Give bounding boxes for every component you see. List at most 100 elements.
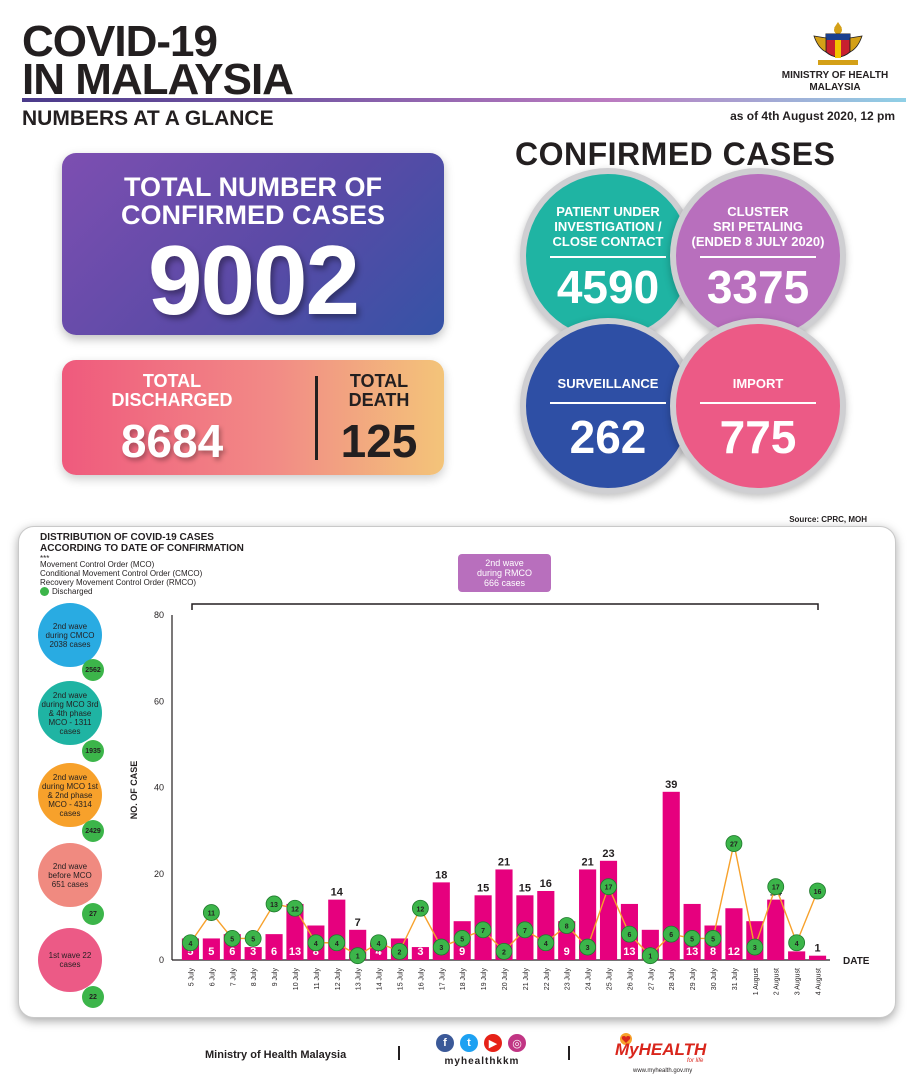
- discharged-point: [223, 930, 241, 947]
- wave-discharged-badge: 22: [82, 986, 104, 1008]
- cluster-label-3: (ENDED 8 JULY 2020): [691, 234, 825, 249]
- card-divider: [315, 376, 318, 460]
- wave-discharged-badge: 2562: [82, 659, 104, 681]
- discharged-value-label: 2: [502, 949, 506, 956]
- bar-value-label: 14: [331, 887, 344, 899]
- pui-label-3: CLOSE CONTACT: [552, 234, 664, 249]
- x-tick-label: 14 July: [377, 968, 384, 991]
- total-confirmed-label-1: TOTAL NUMBER OF: [124, 172, 382, 202]
- import-value: 775: [719, 411, 797, 463]
- discharged-value-label: 6: [669, 932, 673, 939]
- pui-label-1: PATIENT UNDER: [556, 204, 660, 219]
- x-tick-label: 4 August: [816, 968, 823, 995]
- myhealth-logo: MyHEALTH for life www.myhealth.gov.my: [615, 1032, 725, 1076]
- bar: [599, 860, 618, 960]
- discharged-value-label: 1: [356, 954, 360, 961]
- x-tick-label: 27 July: [648, 968, 655, 991]
- footer-separator: [398, 1046, 400, 1060]
- discharged-point: [788, 934, 806, 952]
- x-tick-label: 25 July: [607, 968, 614, 991]
- x-tick-label: 1 August: [753, 968, 760, 995]
- x-tick-label: 7 July: [230, 968, 237, 987]
- legend-cmco: Conditional Movement Control Order (CMCO…: [40, 569, 203, 578]
- twitter-icon[interactable]: t: [460, 1034, 478, 1052]
- ministry-line1: MINISTRY OF HEALTH: [781, 70, 889, 81]
- bar-value-label: 13: [289, 946, 301, 958]
- x-tick-label: 13 July: [356, 968, 363, 991]
- bar: [286, 903, 304, 960]
- x-tick-label: 6 July: [209, 968, 216, 987]
- bar-value-label: 12: [728, 946, 740, 958]
- x-tick-label: 16 July: [418, 968, 425, 991]
- total-confirmed-value: 9002: [147, 225, 360, 335]
- wave-circle-cmco: 2nd wave during CMCO 2038 cases: [38, 603, 102, 667]
- legend-stars: ***: [40, 554, 50, 563]
- discharged-point: [391, 942, 408, 960]
- discharged-point: [516, 921, 534, 939]
- x-tick-label: 23 July: [565, 968, 572, 991]
- discharged-value-label: 4: [188, 941, 192, 948]
- discharged-value-label: 17: [772, 885, 780, 892]
- discharged-point: [621, 925, 638, 943]
- death-label: TOTAL DEATH: [324, 372, 434, 410]
- import-circle: IMPORT 775: [670, 318, 846, 494]
- discharged-value-label: 5: [711, 936, 715, 943]
- myhealth-url[interactable]: www.myhealth.gov.my: [633, 1068, 693, 1074]
- discharged-point: [432, 938, 450, 956]
- pui-value: 4590: [556, 261, 660, 313]
- myhealth-wordmark: MyHEALTH: [615, 1040, 707, 1059]
- discharged-value-label: 3: [753, 945, 757, 952]
- bar: [495, 869, 513, 960]
- page-title-line1: COVID-19: [22, 17, 218, 66]
- heart-icon: [620, 1033, 632, 1045]
- x-tick-label: 31 July: [732, 968, 739, 991]
- bar: [662, 791, 680, 960]
- x-axis-title: DATE: [843, 956, 870, 967]
- total-confirmed-label-2: CONFIRMED CASES: [120, 200, 385, 230]
- discharged-point: [328, 934, 346, 952]
- discharged-point: [286, 899, 304, 917]
- social-handle[interactable]: myhealthkkm: [444, 1056, 520, 1067]
- bar-value-label: 8: [313, 946, 319, 958]
- discharged-point: [244, 930, 262, 947]
- bar-value-label: 21: [498, 856, 510, 868]
- discharged-value-label: 17: [605, 885, 613, 892]
- ministry-name: MINISTRY OF HEALTH MALAYSIA: [760, 70, 910, 94]
- x-tick-label: 19 July: [481, 968, 488, 991]
- discharged-value-label: 7: [481, 928, 485, 935]
- discharged-point: [265, 895, 283, 913]
- surveillance-label: SURVEILLANCE: [557, 376, 659, 391]
- discharged-value-label: 6: [627, 932, 631, 939]
- wave-discharged-badge: 1935: [82, 740, 104, 762]
- legend-rmco: Recovery Movement Control Order (RMCO): [40, 578, 197, 587]
- discharged-value-label: 4: [544, 941, 548, 948]
- rmco-bracket: [191, 603, 819, 610]
- bar-value-label: 13: [623, 946, 635, 958]
- discharged-point: [453, 930, 471, 947]
- wave-circle-before-mco: 2nd wave before MCO 651 cases: [38, 843, 102, 907]
- discharged-point: [537, 934, 555, 952]
- discharged-point: [704, 930, 722, 947]
- discharged-value-label: 8: [565, 924, 569, 931]
- y-axis-title: NO. OF CASE: [129, 761, 139, 820]
- facebook-icon[interactable]: f: [436, 1034, 454, 1052]
- x-tick-label: 11 July: [314, 968, 321, 990]
- discharged-value-label: 12: [291, 906, 299, 913]
- discharged-value: 8684: [120, 415, 224, 467]
- x-tick-label: 10 July: [293, 968, 300, 991]
- youtube-icon[interactable]: ▶: [484, 1034, 502, 1052]
- rmco-box-line1: 2nd wave: [485, 558, 524, 568]
- bar: [202, 938, 220, 960]
- bar-value-label: 1: [814, 943, 820, 955]
- y-tick-label: 60: [154, 696, 164, 706]
- social-links: f t ▶ ◎ myhealthkkm: [432, 1034, 532, 1068]
- y-tick-label: 20: [154, 869, 164, 879]
- cluster-value: 3375: [706, 261, 810, 313]
- discharged-point: [746, 938, 764, 956]
- wave-text: 2nd wave during CMCO 2038 cases: [45, 621, 95, 649]
- instagram-icon[interactable]: ◎: [508, 1034, 526, 1052]
- bar-value-label: 5: [208, 946, 214, 958]
- discharged-value-label: 11: [208, 911, 216, 918]
- page-title-line2: IN MALAYSIA: [22, 55, 294, 104]
- wave-circle-first: 1st wave 22 cases: [38, 928, 102, 992]
